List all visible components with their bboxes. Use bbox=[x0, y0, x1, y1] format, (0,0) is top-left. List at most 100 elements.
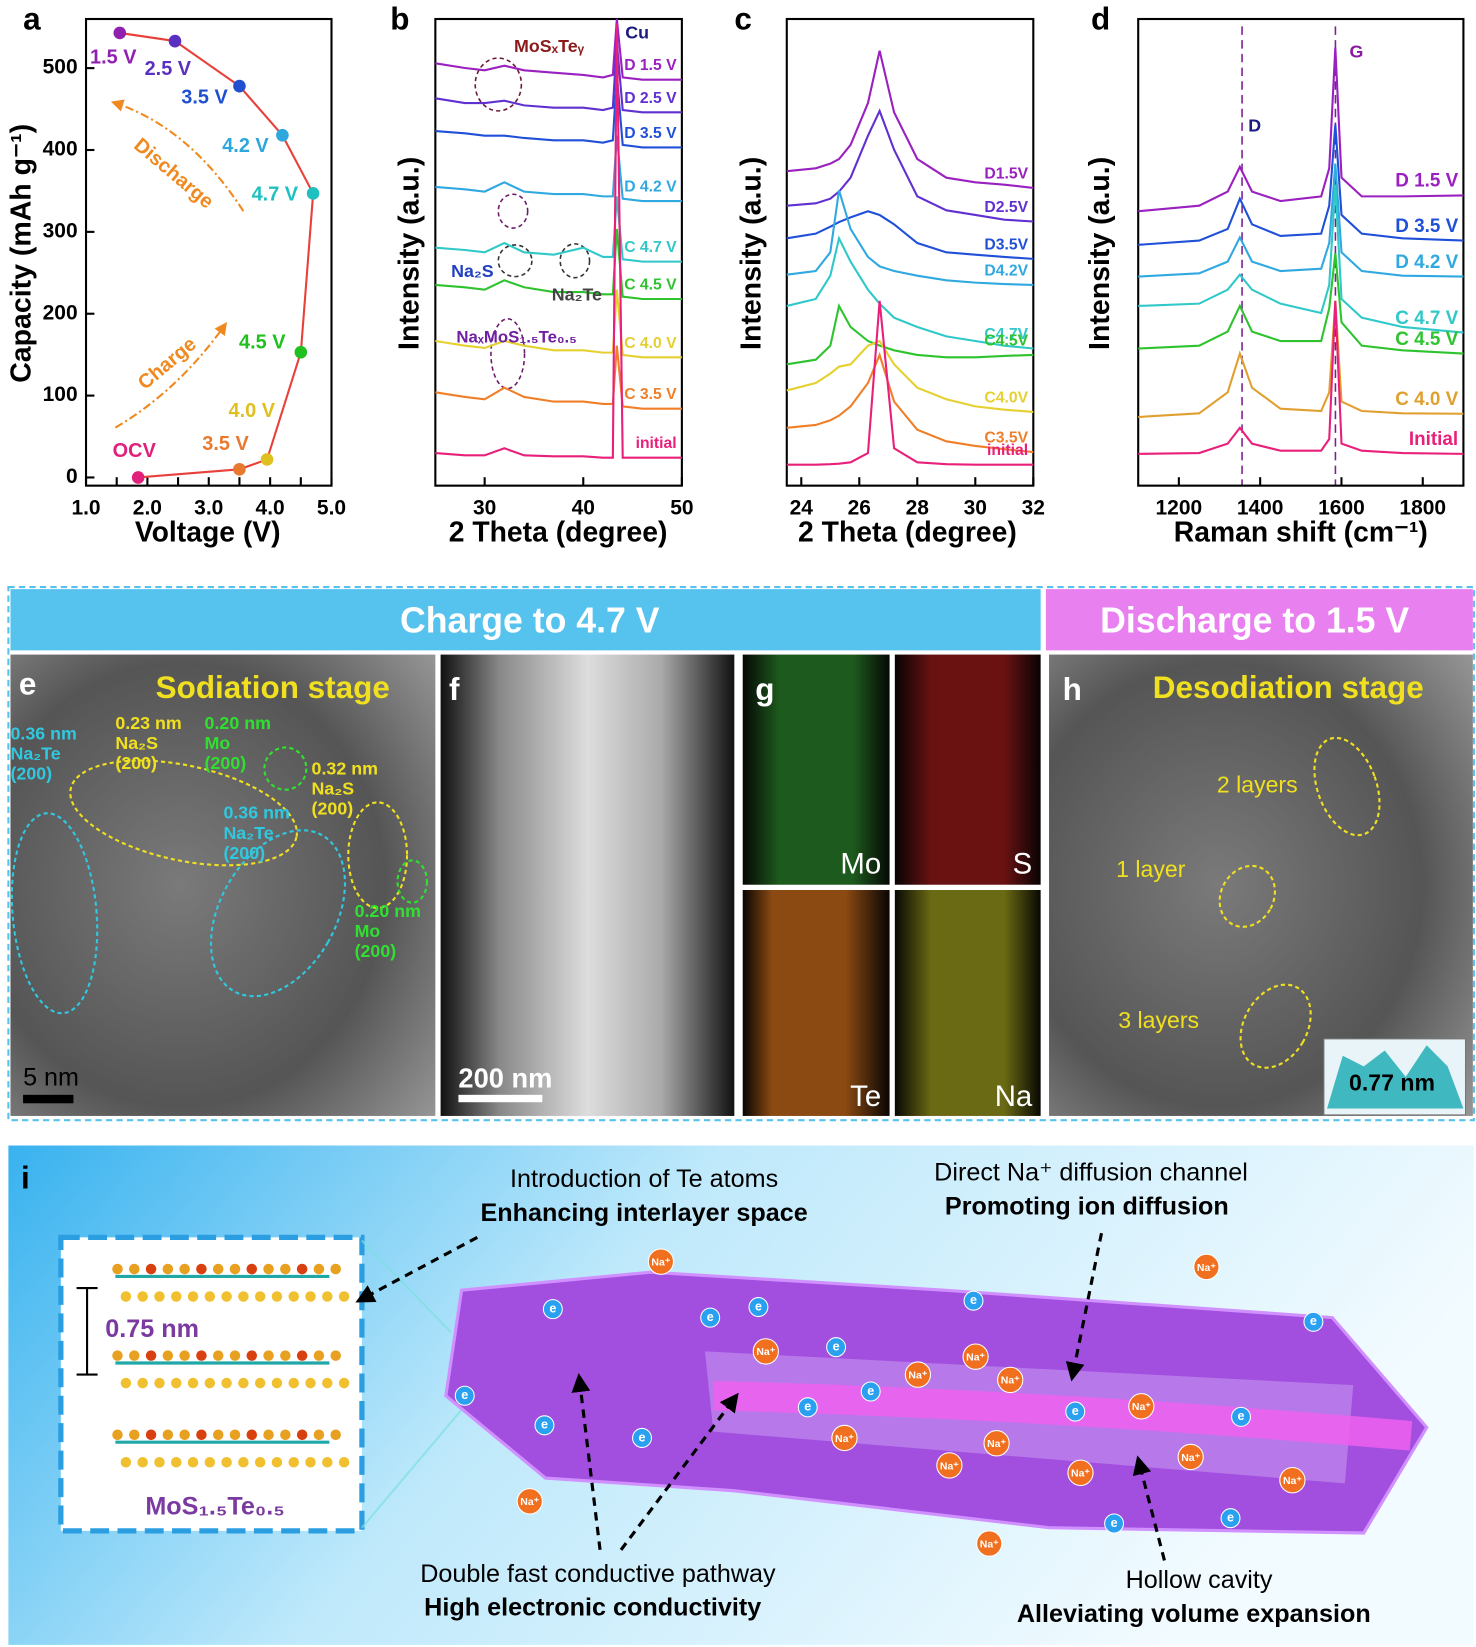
panel-title: Sodiation stage bbox=[156, 669, 390, 705]
sodium-ion bbox=[1067, 1459, 1094, 1486]
scheme-text: Promoting ion diffusion bbox=[945, 1192, 1229, 1220]
atom bbox=[154, 1291, 165, 1302]
sodium-ion bbox=[831, 1424, 858, 1452]
legend-label: C 4.0 V bbox=[1395, 389, 1458, 410]
atom bbox=[229, 1263, 241, 1275]
atom bbox=[322, 1377, 333, 1389]
point-label: 3.5 V bbox=[202, 433, 249, 455]
spectrum bbox=[435, 23, 682, 459]
atom bbox=[280, 1429, 291, 1441]
atom bbox=[254, 1291, 266, 1302]
map-s bbox=[894, 654, 1041, 885]
legend-label: C 4.5 V bbox=[1395, 329, 1458, 350]
sodium-ion bbox=[936, 1452, 963, 1479]
atom bbox=[221, 1377, 232, 1389]
atom bbox=[263, 1429, 274, 1441]
x-axis-label: 2 Theta (degree) bbox=[449, 517, 668, 549]
atom bbox=[179, 1429, 190, 1441]
x-tick-label: 4.0 bbox=[256, 496, 285, 519]
spectrum bbox=[1138, 184, 1464, 334]
legend-label: C4.0V bbox=[984, 389, 1028, 406]
sodium-ion bbox=[1128, 1393, 1155, 1420]
ion-label: Na⁺ bbox=[1197, 1262, 1216, 1274]
x-axis-label: Voltage (V) bbox=[135, 517, 281, 549]
legend-label: D2.5V bbox=[984, 199, 1028, 216]
legend-label: C4.7V bbox=[984, 326, 1028, 343]
lattice-label: 0.23 nm bbox=[115, 713, 181, 733]
x-tick-label: 1600 bbox=[1318, 496, 1365, 519]
legend-label: initial bbox=[636, 435, 677, 452]
ion-label: Na⁺ bbox=[940, 1460, 959, 1472]
atom bbox=[129, 1350, 140, 1361]
ion-label: Na⁺ bbox=[756, 1346, 775, 1358]
electron bbox=[797, 1397, 818, 1418]
inset-profile bbox=[1327, 1045, 1464, 1109]
ion-label: Na⁺ bbox=[1071, 1468, 1090, 1480]
atom bbox=[162, 1263, 174, 1275]
lattice-label: (200) bbox=[205, 753, 247, 773]
peak-markers bbox=[474, 26, 1337, 486]
atom bbox=[120, 1291, 132, 1302]
annotation: Na₂Te bbox=[552, 284, 602, 304]
atom bbox=[313, 1263, 325, 1275]
lattice-label: (200) bbox=[10, 764, 52, 784]
panel-letter: f bbox=[449, 671, 460, 707]
atom bbox=[154, 1456, 165, 1468]
atom bbox=[137, 1456, 148, 1468]
electron-label: e bbox=[549, 1301, 556, 1315]
sodium-ion bbox=[1279, 1466, 1306, 1494]
lattice-label: Na₂S bbox=[312, 778, 355, 798]
axis-frame bbox=[1137, 17, 1465, 487]
electron-label: e bbox=[804, 1400, 811, 1414]
electron-label: e bbox=[1227, 1510, 1234, 1524]
spectrum bbox=[786, 50, 1034, 189]
element-label: Mo bbox=[840, 847, 881, 880]
atom bbox=[212, 1350, 224, 1361]
lattice-label: 0.20 nm bbox=[355, 901, 421, 921]
sodium-ion bbox=[752, 1338, 779, 1365]
panel-letter: h bbox=[1063, 671, 1082, 707]
legend-label: C3.5V bbox=[984, 429, 1028, 446]
lattice-label: Na₂Te bbox=[223, 823, 273, 843]
electron-label: e bbox=[1310, 1314, 1317, 1328]
scheme-text: Alleviating volume expansion bbox=[1017, 1600, 1371, 1628]
spectrum bbox=[786, 210, 1034, 260]
x-axis-label: Raman shift (cm⁻¹) bbox=[1174, 517, 1428, 549]
atom bbox=[338, 1377, 350, 1389]
atom bbox=[170, 1291, 182, 1302]
spectrum bbox=[786, 189, 1034, 287]
atom bbox=[162, 1350, 174, 1361]
atom bbox=[330, 1350, 341, 1361]
sodium-ion bbox=[647, 1248, 675, 1275]
atom bbox=[221, 1456, 232, 1468]
y-axis-label: Intensity (a.u.) bbox=[736, 157, 768, 350]
data-point bbox=[294, 345, 308, 359]
atom bbox=[313, 1429, 325, 1441]
ion-label: Na⁺ bbox=[1001, 1375, 1020, 1387]
banner bbox=[1045, 589, 1473, 651]
annotation: G bbox=[1349, 41, 1363, 61]
ion-label: Na⁺ bbox=[520, 1496, 539, 1508]
spectrum bbox=[1138, 47, 1464, 213]
point-label: 3.5 V bbox=[181, 86, 228, 108]
spectrum bbox=[1138, 300, 1464, 455]
y-tick-label: 300 bbox=[43, 219, 78, 242]
spectrum bbox=[435, 289, 682, 359]
axis-frame bbox=[434, 17, 683, 487]
electron-label: e bbox=[1238, 1409, 1245, 1423]
atom bbox=[338, 1456, 350, 1468]
x-tick-label: 26 bbox=[848, 496, 871, 519]
panel-letter: d bbox=[1091, 0, 1110, 36]
panel-letter: e bbox=[19, 666, 37, 702]
x-tick-label: 28 bbox=[906, 496, 930, 519]
data-point bbox=[306, 187, 320, 200]
electron-label: e bbox=[867, 1384, 874, 1398]
electron bbox=[534, 1415, 555, 1436]
ion-label: Na⁺ bbox=[1181, 1452, 1200, 1464]
x-tick-label: 30 bbox=[473, 496, 496, 519]
atom bbox=[288, 1377, 299, 1389]
atom bbox=[145, 1429, 157, 1441]
inset-label: 0.77 nm bbox=[1349, 1069, 1435, 1095]
lattice-label: (200) bbox=[355, 941, 397, 961]
